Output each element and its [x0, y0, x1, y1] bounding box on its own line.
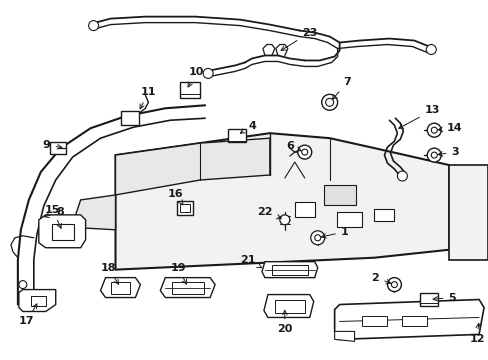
Bar	[361, 316, 386, 327]
Bar	[420, 293, 437, 306]
Text: 11: 11	[140, 87, 156, 109]
Circle shape	[386, 278, 401, 292]
Text: 22: 22	[257, 207, 281, 219]
Text: 20: 20	[277, 310, 292, 334]
Polygon shape	[160, 278, 215, 298]
Bar	[271, 265, 307, 275]
Text: 7: 7	[331, 77, 351, 99]
Circle shape	[279, 215, 289, 225]
Circle shape	[203, 68, 213, 78]
Circle shape	[427, 148, 440, 162]
Text: 15: 15	[45, 205, 61, 228]
Polygon shape	[334, 300, 483, 339]
Polygon shape	[264, 294, 313, 318]
Polygon shape	[76, 195, 115, 230]
Circle shape	[430, 127, 436, 133]
Bar	[227, 129, 245, 141]
Circle shape	[390, 282, 397, 288]
Bar	[52, 224, 74, 240]
Bar	[177, 201, 193, 215]
Text: 18: 18	[101, 263, 118, 284]
Bar	[180, 204, 190, 212]
Bar	[31, 296, 46, 306]
Circle shape	[426, 45, 435, 54]
Text: 13: 13	[398, 105, 439, 129]
Circle shape	[427, 123, 440, 137]
Circle shape	[19, 280, 27, 289]
Circle shape	[321, 94, 337, 110]
Bar	[294, 202, 314, 217]
Text: 3: 3	[437, 147, 458, 157]
Text: 23: 23	[281, 28, 317, 50]
Text: 9: 9	[43, 140, 62, 150]
Bar	[50, 142, 65, 154]
Circle shape	[310, 231, 324, 245]
Polygon shape	[101, 278, 140, 298]
Text: 8: 8	[44, 207, 64, 217]
Circle shape	[297, 145, 311, 159]
Circle shape	[397, 171, 407, 181]
Text: 1: 1	[321, 227, 348, 238]
Text: 21: 21	[240, 255, 261, 268]
Polygon shape	[448, 165, 487, 260]
Text: 19: 19	[170, 263, 186, 284]
Text: 5: 5	[432, 293, 455, 302]
Text: 4: 4	[240, 121, 255, 133]
Text: 17: 17	[19, 304, 37, 327]
Polygon shape	[262, 262, 317, 278]
Text: 2: 2	[371, 273, 390, 284]
Text: 10: 10	[188, 67, 203, 87]
Text: 16: 16	[167, 189, 183, 205]
Circle shape	[88, 21, 99, 31]
Bar	[323, 185, 355, 205]
Bar	[180, 82, 200, 98]
Polygon shape	[334, 332, 354, 341]
Bar	[374, 209, 394, 221]
Circle shape	[430, 152, 436, 158]
Bar	[110, 282, 130, 293]
Bar	[336, 212, 361, 227]
Circle shape	[314, 235, 320, 241]
Polygon shape	[19, 289, 56, 311]
Text: 14: 14	[437, 123, 461, 133]
Text: 6: 6	[285, 141, 301, 151]
Circle shape	[301, 149, 307, 155]
Circle shape	[325, 98, 333, 106]
Polygon shape	[39, 215, 85, 248]
Polygon shape	[115, 133, 448, 270]
Bar	[401, 316, 426, 327]
Text: 12: 12	[468, 323, 484, 345]
Bar	[172, 282, 203, 293]
Bar	[274, 300, 304, 314]
Polygon shape	[115, 138, 269, 195]
Bar	[121, 111, 139, 125]
